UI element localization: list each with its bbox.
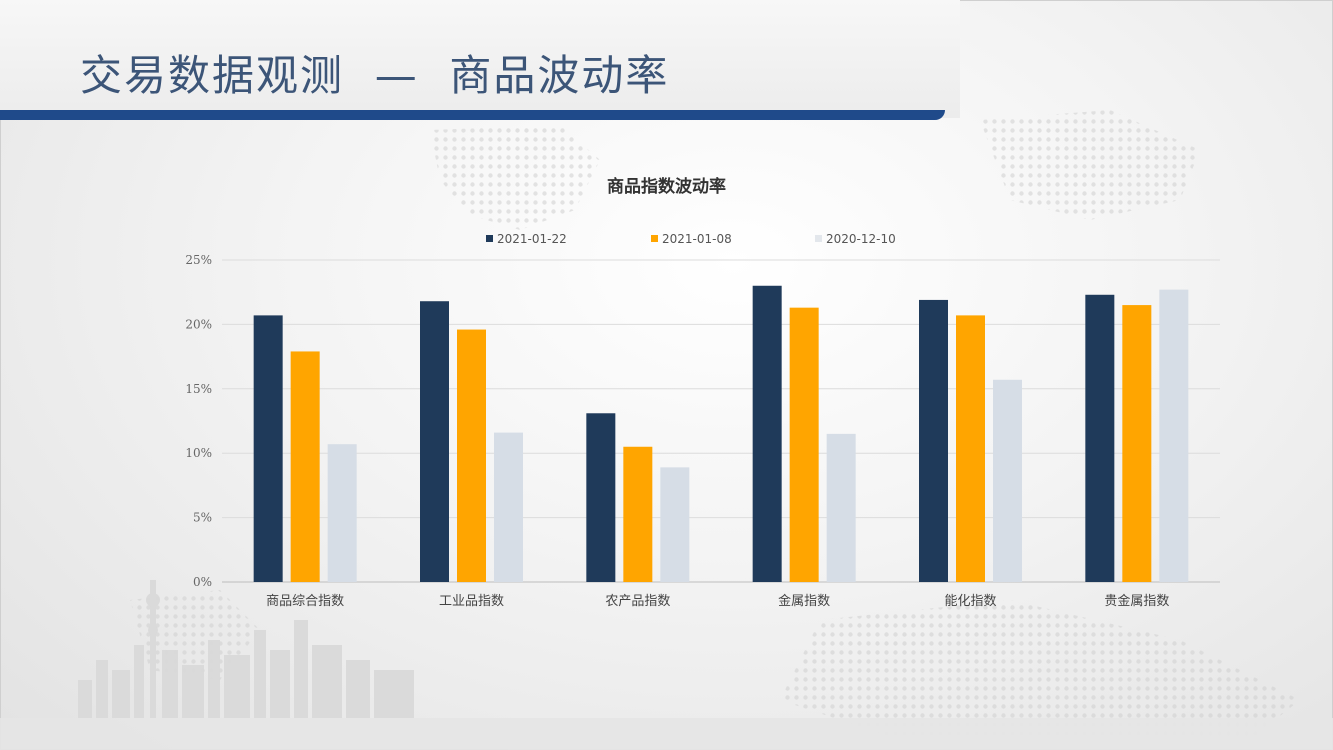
bar-2 (290, 351, 320, 582)
bar-3 (993, 379, 1022, 582)
title-band (0, 0, 960, 118)
bar-1 (253, 315, 283, 582)
page-title: 交易数据观测 — 商品波动率 (80, 51, 670, 100)
legend-item-series-1: 2021-01-22 (486, 232, 567, 246)
legend-item-series-2: 2021-01-08 (651, 232, 732, 246)
legend-label: 2021-01-22 (497, 232, 567, 246)
y-tick-label: 15% (185, 382, 212, 396)
y-tick-label: 20% (185, 317, 212, 331)
chart-title: 商品指数波动率 (607, 177, 726, 197)
legend-swatch (815, 235, 822, 242)
bar-2 (1122, 305, 1152, 582)
y-tick-label: 5% (193, 511, 212, 525)
bar-1 (919, 299, 948, 582)
bar-3 (327, 444, 357, 582)
bar-3 (1159, 289, 1189, 582)
bar-3 (826, 433, 856, 582)
x-category-label: 商品综合指数 (266, 594, 344, 609)
y-tick-label: 10% (185, 446, 212, 460)
x-category-label: 金属指数 (778, 593, 830, 609)
bar-2 (457, 329, 486, 582)
bar-2 (956, 315, 985, 582)
bar-3 (494, 432, 523, 582)
legend-swatch (651, 235, 658, 242)
title-rule (0, 110, 945, 120)
y-tick-label: 25% (185, 253, 212, 267)
x-category-label: 能化指数 (944, 594, 996, 609)
bar-1 (586, 413, 616, 582)
bar-1 (1085, 294, 1115, 582)
legend-label: 2020-12-10 (826, 232, 896, 246)
bar-3 (660, 467, 690, 582)
x-category-label: 贵金属指数 (1104, 593, 1169, 609)
bar-1 (752, 285, 782, 582)
x-category-label: 工业品指数 (439, 594, 504, 609)
legend-label: 2021-01-08 (662, 232, 732, 246)
legend-item-series-3: 2020-12-10 (815, 232, 896, 246)
x-category-label: 农产品指数 (605, 594, 670, 609)
bar-2 (789, 307, 819, 582)
legend-swatch (486, 235, 493, 242)
y-tick-label: 0% (193, 575, 212, 589)
bar-1 (420, 301, 449, 582)
bar-2 (623, 446, 653, 582)
